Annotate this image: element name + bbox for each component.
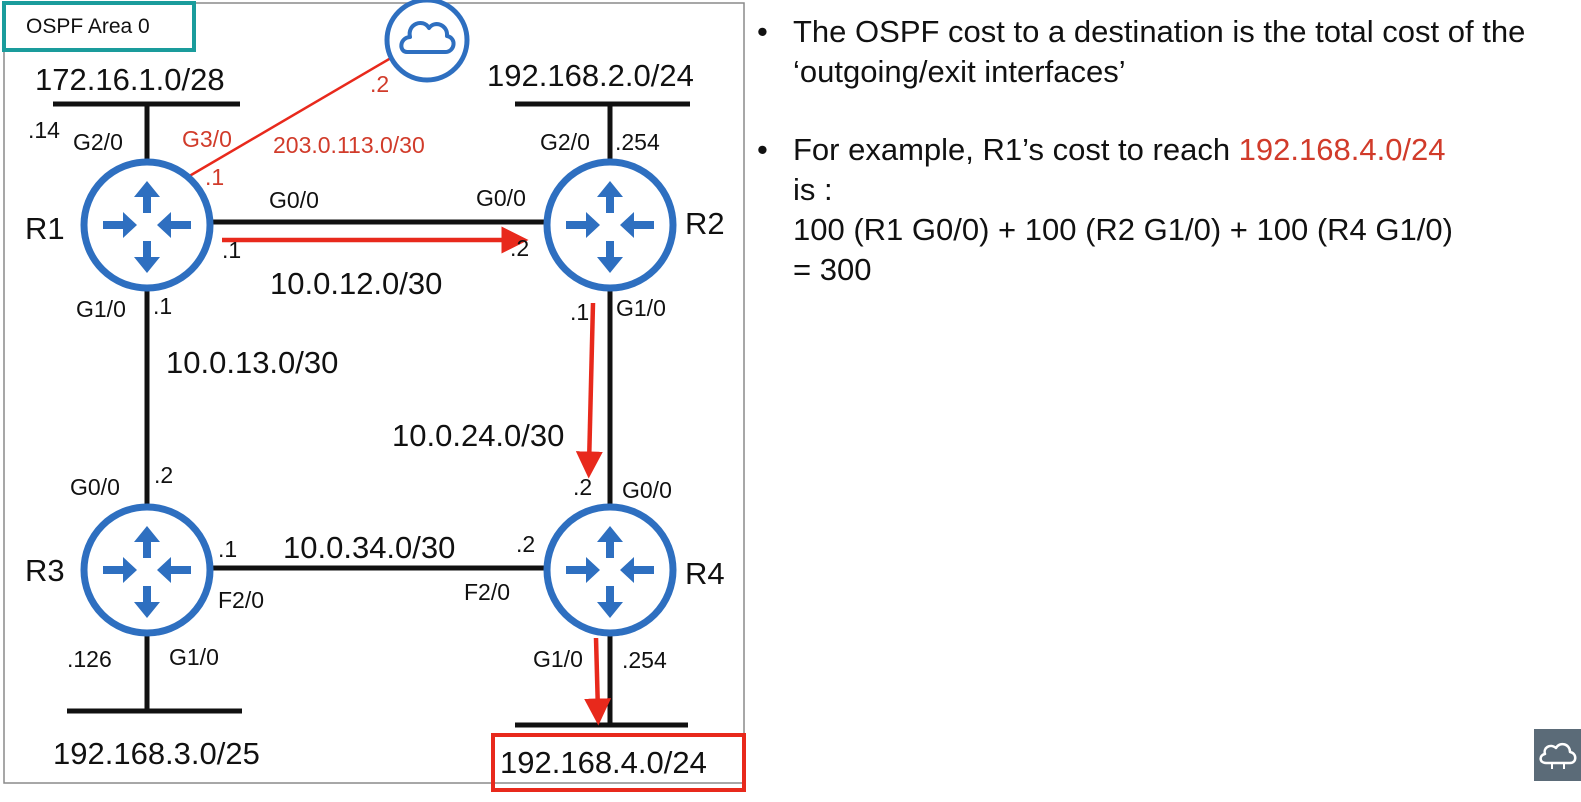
r1-g3-0-ip: .1 (205, 164, 224, 190)
notes-panel: • The OSPF cost to a destination is the … (755, 12, 1570, 328)
router-r1-label: R1 (25, 211, 65, 246)
router-r4-label: R4 (685, 556, 725, 591)
r1-g0-0-ip: .1 (222, 237, 241, 263)
r2-g2-0-ip: .254 (615, 129, 660, 155)
r4-g1-0: G1/0 (533, 646, 583, 672)
bullet-marker: • (757, 132, 768, 167)
path-arrow-r2-r4 (575, 302, 603, 479)
r1-g1-0: G1/0 (76, 296, 126, 322)
note-calculation: 100 (R1 G0/0) + 100 (R2 G1/0) + 100 (R4 … (793, 212, 1453, 247)
r2-g2-0: G2/0 (540, 129, 590, 155)
subnet-r1-lan: 172.16.1.0/28 (35, 62, 225, 97)
router-r2-icon (547, 162, 673, 288)
note-bullet-1: • The OSPF cost to a destination is the … (755, 12, 1570, 92)
router-r3-icon (84, 507, 210, 633)
cloud-icon (384, 0, 470, 83)
r4-g0-0: G0/0 (622, 477, 672, 503)
router-r2-label: R2 (685, 206, 725, 241)
path-arrow-r4-dest (584, 637, 612, 726)
diagram-frame (3, 2, 745, 784)
r4-f2-0: F2/0 (464, 579, 510, 605)
subnet-r1-r3: 10.0.13.0/30 (166, 345, 338, 380)
r4-f2-0-ip: .2 (516, 531, 535, 557)
area-label-box: OSPF Area 0 (2, 1, 196, 52)
r3-g1-0: G1/0 (169, 644, 219, 670)
r4-g0-0-ip: .2 (573, 474, 592, 500)
area-label: OSPF Area 0 (26, 15, 150, 38)
internet-link (185, 53, 397, 180)
note-bullet-2-lead: For example, R1’s cost to reach (793, 132, 1239, 167)
r3-f2-0: F2/0 (218, 587, 264, 613)
subnet-r4-lan: 192.168.4.0/24 (500, 745, 707, 780)
r1-g2-0-ip: .14 (28, 117, 60, 143)
r2-g0-0-ip: .2 (510, 235, 529, 261)
r1-g1-0-ip: .1 (153, 293, 172, 319)
subnet-r3-r4: 10.0.34.0/30 (283, 530, 455, 565)
cloud-network-logo-icon (1534, 729, 1581, 781)
r2-g0-0: G0/0 (476, 185, 526, 211)
router-r1-icon (84, 162, 210, 288)
note-is: is : (793, 172, 833, 207)
subnet-r2-r4: 10.0.24.0/30 (392, 418, 564, 453)
subnet-r1-r2: 10.0.12.0/30 (270, 266, 442, 301)
note-bullet-2: • For example, R1’s cost to reach 192.16… (755, 130, 1570, 290)
note-result: = 300 (793, 252, 872, 287)
r1-g2-0: G2/0 (73, 129, 123, 155)
destination-highlight-box (491, 733, 746, 792)
r3-f2-0-ip: .1 (218, 536, 237, 562)
subnet-r3-lan: 192.168.3.0/25 (53, 736, 260, 771)
subnet-internet: 203.0.113.0/30 (273, 132, 425, 158)
ospf-topology-diagram: OSPF Area 0 R1 R2 R3 R4 172.16.1.0/28 19… (2, 0, 746, 792)
note-destination: 192.168.4.0/24 (1238, 132, 1446, 167)
r2-g1-0-ip: .1 (570, 299, 589, 325)
r3-g0-0: G0/0 (70, 474, 120, 500)
r2-g1-0: G1/0 (616, 295, 666, 321)
r3-g0-0-ip: .2 (154, 462, 173, 488)
r3-g1-0-ip: .126 (67, 646, 112, 672)
r4-g1-0-ip: .254 (622, 647, 667, 673)
note-bullet-1-text: The OSPF cost to a destination is the to… (793, 14, 1526, 89)
bullet-marker: • (757, 14, 768, 49)
subnet-r2-lan: 192.168.2.0/24 (487, 58, 694, 93)
r1-g0-0: G0/0 (269, 187, 319, 213)
router-r4-icon (547, 507, 673, 633)
cloud-ip: .2 (370, 71, 389, 97)
r1-g3-0: G3/0 (182, 126, 232, 152)
router-r3-label: R3 (25, 553, 65, 588)
